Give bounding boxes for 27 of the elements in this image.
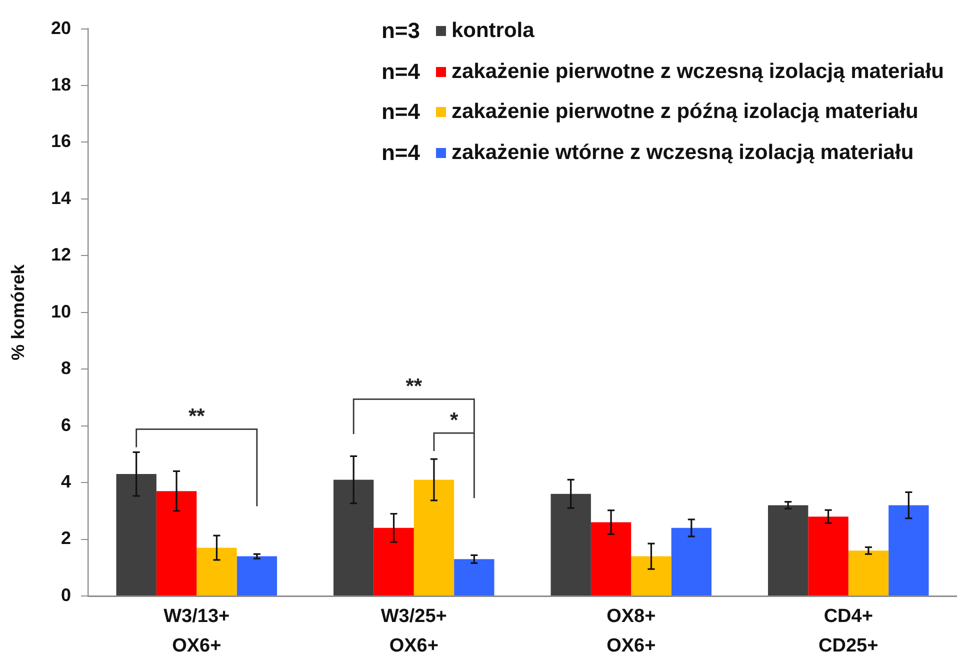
x-tick-label: CD4+ CD25+ <box>818 606 878 656</box>
y-tick-label: 10 <box>50 301 71 322</box>
y-tick-label: 12 <box>50 244 71 265</box>
annotation: ** <box>188 405 205 430</box>
annotation: n=3 <box>381 18 421 44</box>
y-tick-label: 20 <box>50 18 71 38</box>
legend-label: zakażenie pierwotne z późną izolacją materiału <box>451 100 918 124</box>
y-axis-title: % komórek <box>8 263 28 360</box>
annotation: * <box>450 409 458 434</box>
x-tick-label: OX8+ OX6+ <box>606 606 656 656</box>
legend-label: zakażenie pierwotne z wczesną izolacją materiału <box>451 60 944 84</box>
y-tick-label: 0 <box>60 584 71 605</box>
annotation: n=4 <box>381 140 421 166</box>
y-tick-label: 4 <box>60 472 71 492</box>
annotation: n=4 <box>381 99 421 126</box>
y-tick-label: 14 <box>50 188 71 208</box>
annotation: n=4 <box>381 58 421 85</box>
annotation: ** <box>406 375 422 400</box>
y-tick-label: 16 <box>50 131 71 152</box>
y-tick-label: 6 <box>60 414 71 435</box>
x-tick-label: W3/25+ OX6+ <box>380 606 447 656</box>
y-tick-label: 18 <box>50 74 71 94</box>
y-tick-label: 8 <box>60 358 71 378</box>
x-tick-label: W3/13+ OX6+ <box>164 606 230 656</box>
legend-label: kontrola <box>451 19 534 44</box>
y-tick-label: 2 <box>60 528 71 548</box>
legend-label: zakażenie wtórne z wczesną izolacją materiału <box>451 140 914 165</box>
